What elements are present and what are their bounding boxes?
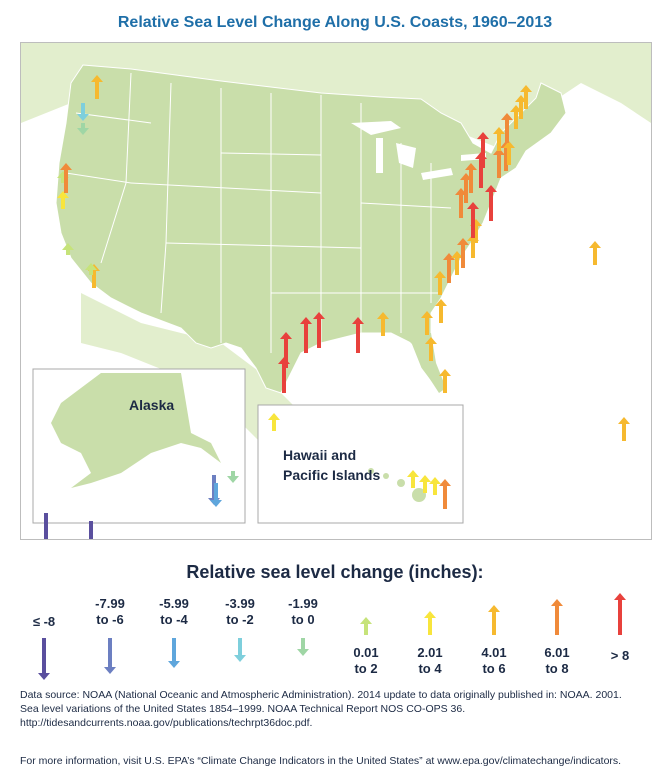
- legend-label-line1: ≤ -8: [32, 614, 56, 629]
- station-arrow-21: [443, 253, 455, 283]
- legend-label-c6: 0.01 to 2: [326, 645, 406, 677]
- station-arrow-52: [439, 479, 451, 509]
- station-arrow-26: [467, 202, 479, 238]
- data-source: Data source: NOAA (National Oceanic and …: [20, 688, 660, 730]
- legend-label-line1: 4.01: [481, 645, 507, 660]
- station-arrow-20: [434, 271, 446, 295]
- station-arrow-18: [439, 369, 451, 393]
- station-arrow-14: [280, 332, 292, 368]
- legend-arrow-c10: [614, 593, 626, 635]
- legend-label-line1: -7.99: [95, 596, 125, 611]
- station-arrow-22: [451, 251, 463, 275]
- legend-label-line1: -1.99: [288, 596, 318, 611]
- alaska-land: [51, 373, 221, 488]
- station-arrow-31: [477, 132, 489, 168]
- florida: [401, 333, 446, 393]
- station-arrow-36: [493, 127, 505, 151]
- legend-label-line1: -3.99: [225, 596, 255, 611]
- station-arrow-12: [352, 317, 364, 353]
- station-arrow-23: [457, 238, 469, 268]
- map-frame: Alaska Hawaii and Pacific Islands: [20, 42, 652, 540]
- station-arrow-49: [407, 470, 419, 488]
- station-arrow-15: [377, 312, 389, 336]
- station-arrow-41: [589, 241, 601, 265]
- legend-label-line1: 6.01: [544, 645, 570, 660]
- legend-label-c8: 4.01 to 6: [454, 645, 534, 677]
- station-arrow-29: [465, 163, 477, 193]
- legend-label-line1: 2.01: [417, 645, 443, 660]
- hawaii-label-line2: Pacific Islands: [283, 467, 381, 483]
- station-arrow-11: [313, 312, 325, 348]
- station-arrow-46: [210, 483, 222, 507]
- legend-label-line2: to 4: [418, 661, 442, 676]
- legend-label-line2: to 0: [291, 612, 315, 627]
- legend-arrow-c4: [234, 638, 246, 662]
- station-arrow-48: [268, 413, 280, 431]
- legend-label-c9: 6.01 to 8: [517, 645, 597, 677]
- legend-label-line2: to -4: [160, 612, 188, 627]
- legend-label-line2: to -2: [226, 612, 254, 627]
- station-arrow-44: [44, 513, 48, 539]
- legend-arrow-c2: [104, 638, 116, 674]
- legend-label-c7: 2.01 to 4: [390, 645, 470, 677]
- station-arrow-10: [300, 317, 312, 353]
- station-arrow-32: [493, 148, 505, 178]
- legend-title: Relative sea level change (inches):: [186, 562, 484, 582]
- source-line1: Data source: NOAA (National Oceanic and …: [20, 689, 622, 701]
- legend-arrow-c8: [488, 605, 500, 635]
- station-arrow-9: [85, 263, 97, 275]
- legend-label-line2: to 8: [545, 661, 569, 676]
- station-arrow-50: [419, 475, 431, 493]
- station-arrow-16: [421, 311, 433, 335]
- source-line2: Sea level variations of the United State…: [20, 703, 466, 715]
- hawaii-islands: [368, 468, 426, 502]
- station-arrow-34: [503, 141, 515, 165]
- legend-label-c4: -3.99 to -2: [200, 596, 280, 628]
- legend-label-line1: 0.01: [353, 645, 379, 660]
- station-arrow-37: [501, 113, 513, 143]
- legend-label-line2: to 6: [482, 661, 506, 676]
- station-arrow-19: [435, 299, 447, 323]
- alaska-label: Alaska: [129, 397, 175, 413]
- station-arrow-42: [618, 417, 630, 441]
- legend-arrow-c6: [360, 617, 372, 635]
- legend-label-c2: -7.99 to -6: [70, 596, 150, 628]
- state-borders: [65, 72, 452, 353]
- legend-arrow-c7: [424, 611, 436, 635]
- legend-arrow-c5: [297, 638, 309, 656]
- hawaii-label-line1: Hawaii and: [283, 447, 357, 463]
- great-lakes: [351, 121, 486, 180]
- station-arrow-51: [429, 477, 441, 495]
- station-arrow-2: [77, 103, 89, 121]
- station-arrow-1: [91, 75, 103, 99]
- us-map: [21, 43, 651, 539]
- legend-label-line2: to 2: [354, 661, 378, 676]
- source-line3: http://tidesandcurrents.noaa.gov/publica…: [20, 717, 313, 729]
- station-arrow-5: [57, 191, 69, 209]
- station-arrow-40: [520, 85, 532, 109]
- legend-label-c1: ≤ -8: [4, 614, 84, 630]
- legend-arrow-c3: [168, 638, 180, 668]
- station-arrow-47: [227, 471, 239, 483]
- legend-label-line1: -5.99: [159, 596, 189, 611]
- station-arrow-17: [425, 337, 437, 361]
- legend-label-c3: -5.99 to -4: [134, 596, 214, 628]
- station-arrow-43: [89, 521, 93, 539]
- station-arrow-35: [485, 185, 497, 221]
- legend-label-line2: to -6: [96, 612, 124, 627]
- legend-arrow-c1: [38, 638, 50, 680]
- station-arrow-6: [60, 163, 72, 193]
- station-arrow-7: [62, 243, 74, 255]
- legend-arrow-c9: [551, 599, 563, 635]
- station-arrows: [44, 75, 630, 539]
- map-title: Relative Sea Level Change Along U.S. Coa…: [117, 14, 553, 31]
- legend-label-c10: > 8: [580, 648, 660, 664]
- legend-label-line1: > 8: [610, 648, 630, 663]
- legend-label-c5: -1.99 to 0: [263, 596, 343, 628]
- more-info: For more information, visit U.S. EPA’s “…: [20, 755, 622, 767]
- station-arrow-3: [77, 123, 89, 135]
- hawaii-inset: [257, 404, 464, 524]
- legend-arrows: [38, 593, 626, 680]
